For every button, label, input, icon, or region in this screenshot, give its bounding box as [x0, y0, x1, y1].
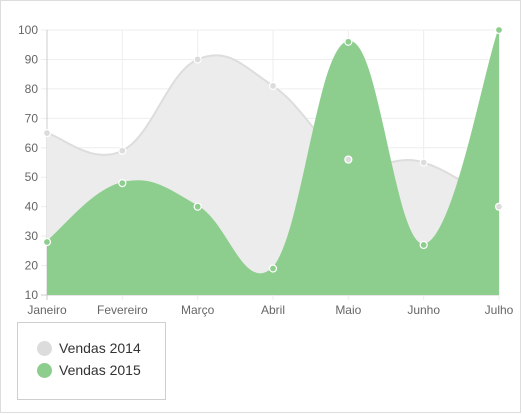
x-tick-label: Junho	[407, 303, 440, 317]
x-tick-label: Fevereiro	[97, 303, 148, 317]
point-vendas-2015	[344, 37, 353, 46]
point-vendas-2015	[419, 240, 428, 250]
legend-label-2014: Vendas 2014	[59, 340, 141, 356]
legend-item-2014: Vendas 2014	[37, 337, 165, 359]
y-tick-label: 70	[25, 111, 39, 125]
y-tick-label: 60	[25, 141, 39, 155]
point-vendas-2014	[494, 202, 504, 211]
point-vendas-2015	[193, 202, 202, 211]
point-vendas-2015	[42, 237, 52, 247]
point-vendas-2015	[268, 264, 278, 273]
legend-label-2015: Vendas 2015	[59, 362, 141, 378]
point-vendas-2014	[118, 146, 127, 155]
y-tick-label: 40	[25, 200, 39, 214]
y-tick-label: 100	[18, 23, 38, 37]
x-tick-label: Março	[181, 303, 215, 317]
point-vendas-2014	[42, 128, 52, 138]
area-chart: 10 20 30 40 50 60 70 80 90 100 Janeiro Fevereiro Mar…	[18, 23, 514, 317]
x-tick-label: Abril	[261, 303, 285, 317]
point-vendas-2014	[344, 155, 353, 164]
x-tick-label: Julho	[485, 303, 514, 317]
legend-swatch-2014	[37, 340, 52, 356]
x-tick-label: Maio	[335, 303, 361, 317]
y-tick-label: 90	[25, 52, 39, 66]
y-tick-label: 10	[25, 288, 39, 302]
y-tick-label: 30	[25, 229, 39, 243]
legend: Vendas 2014 Vendas 2015	[17, 322, 166, 400]
point-vendas-2015	[118, 179, 127, 188]
point-vendas-2015	[494, 25, 504, 35]
point-vendas-2014	[268, 81, 278, 91]
area-vendas-2015	[47, 30, 499, 295]
y-tick-label: 80	[25, 82, 39, 96]
y-tick-label: 50	[25, 170, 39, 184]
y-tick-label: 20	[25, 259, 39, 273]
point-vendas-2014	[419, 158, 428, 167]
x-tick-label: Janeiro	[27, 303, 67, 317]
line-vendas-2015	[46, 29, 500, 276]
legend-swatch-2015	[37, 362, 52, 378]
legend-item-2015: Vendas 2015	[37, 359, 165, 381]
point-vendas-2014	[193, 55, 202, 64]
